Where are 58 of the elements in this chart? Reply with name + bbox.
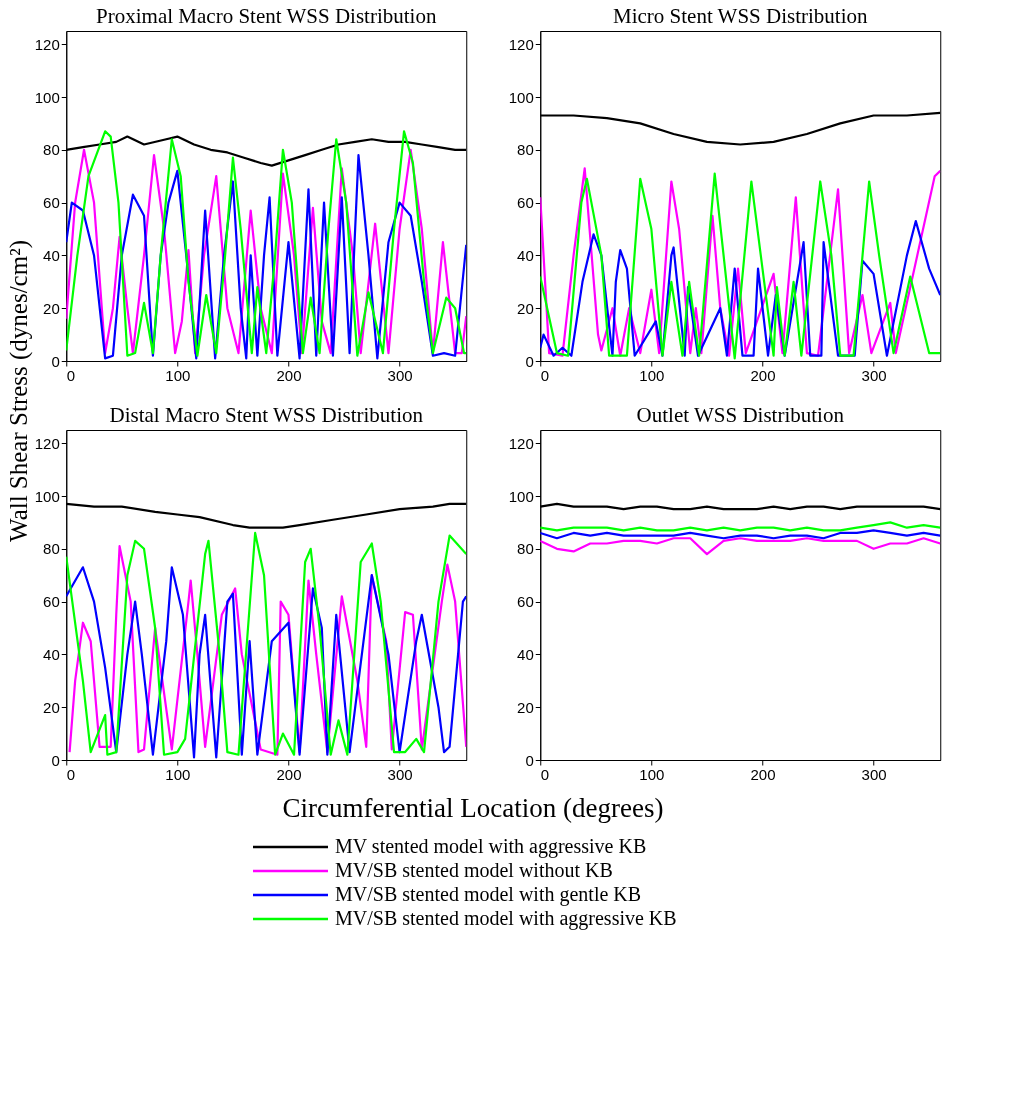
y-tick-label: 120 — [508, 35, 534, 53]
y-axis-title: Wall Shear Stress (dynes/cm²) — [5, 240, 34, 542]
y-tick-label: 0 — [525, 352, 534, 370]
x-tick-label: 300 — [861, 366, 887, 384]
y-tick-label: 120 — [34, 35, 60, 53]
x-tick-label: 100 — [165, 366, 191, 384]
x-tick-label: 200 — [276, 765, 302, 783]
y-tick-label: 20 — [43, 698, 60, 716]
line-series — [540, 529, 941, 540]
line-series — [540, 537, 941, 556]
x-tick-label: 200 — [750, 366, 776, 384]
legend-label: MV/SB stented model with gentle KB — [335, 883, 642, 906]
y-tick-label: 20 — [517, 698, 534, 716]
line-series — [540, 219, 941, 357]
chart-title: Proximal Macro Stent WSS Distribution — [96, 4, 437, 28]
y-tick-label: 80 — [43, 141, 60, 159]
y-tick-label: 40 — [517, 645, 534, 663]
y-tick-label: 20 — [517, 299, 534, 317]
line-series — [540, 521, 941, 532]
x-tick-label: 100 — [165, 765, 191, 783]
y-tick-label: 60 — [517, 593, 534, 611]
x-tick-label: 100 — [639, 366, 665, 384]
y-tick-label: 60 — [43, 194, 60, 212]
y-tick-label: 80 — [517, 540, 534, 558]
y-tick-label: 0 — [51, 352, 60, 370]
x-tick-label: 300 — [387, 366, 413, 384]
legend-label: MV/SB stented model without KB — [335, 859, 613, 881]
y-tick-label: 60 — [43, 593, 60, 611]
legend-label: MV/SB stented model with aggressive KB — [335, 907, 677, 930]
x-tick-label: 0 — [540, 765, 550, 783]
y-tick-label: 20 — [43, 299, 60, 317]
chart-title: Outlet WSS Distribution — [636, 403, 845, 427]
x-tick-label: 0 — [66, 765, 76, 783]
y-tick-label: 60 — [517, 194, 534, 212]
x-tick-label: 200 — [276, 366, 302, 384]
x-tick-label: 0 — [66, 366, 76, 384]
y-tick-label: 100 — [34, 487, 60, 505]
y-tick-label: 120 — [34, 434, 60, 452]
y-tick-label: 80 — [517, 141, 534, 159]
x-tick-label: 100 — [639, 765, 665, 783]
y-tick-label: 80 — [43, 540, 60, 558]
y-tick-label: 40 — [517, 246, 534, 264]
y-tick-label: 100 — [508, 88, 534, 106]
x-tick-label: 200 — [750, 765, 776, 783]
chart-title: Distal Macro Stent WSS Distribution — [109, 403, 424, 427]
y-tick-label: 100 — [34, 88, 60, 106]
legend-label: MV stented model with aggressive KB — [335, 835, 647, 858]
chart-title: Micro Stent WSS Distribution — [612, 4, 869, 28]
x-tick-label: 300 — [861, 765, 887, 783]
x-axis-title: Circumferential Location (degrees) — [282, 793, 664, 823]
y-tick-label: 120 — [508, 434, 534, 452]
y-tick-label: 0 — [51, 751, 60, 769]
y-tick-label: 40 — [43, 246, 60, 264]
y-tick-label: 0 — [525, 751, 534, 769]
y-tick-label: 40 — [43, 645, 60, 663]
y-tick-label: 100 — [508, 487, 534, 505]
x-tick-label: 300 — [387, 765, 413, 783]
x-tick-label: 0 — [540, 366, 550, 384]
